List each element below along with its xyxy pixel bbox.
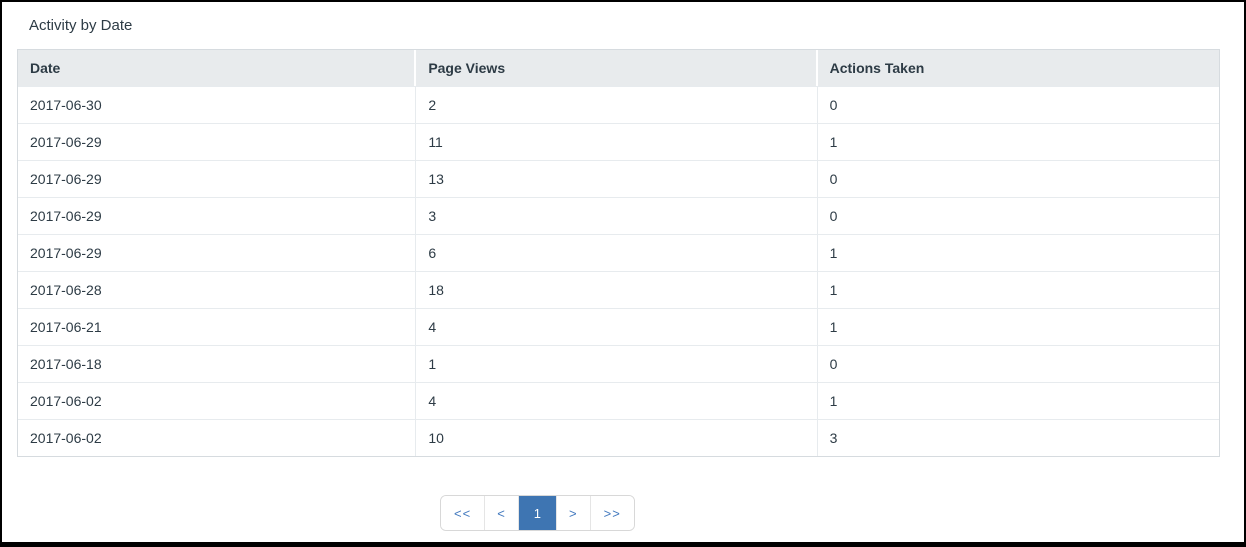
- cell-page-views: 3: [416, 197, 818, 234]
- cell-page-views: 1: [416, 345, 818, 382]
- cell-page-views: 4: [416, 308, 818, 345]
- cell-date: 2017-06-18: [18, 345, 417, 382]
- last-page-button[interactable]: >>: [589, 496, 634, 530]
- cell-page-views: 2: [416, 86, 818, 123]
- cell-date: 2017-06-02: [18, 419, 417, 456]
- cell-page-views: 4: [416, 382, 818, 419]
- table-row: 2017-06-02 4 1: [18, 382, 1219, 419]
- table-row: 2017-06-29 13 0: [18, 160, 1219, 197]
- table-row: 2017-06-29 6 1: [18, 234, 1219, 271]
- activity-table: Date Page Views Actions Taken 2017-06-30…: [18, 50, 1219, 456]
- pagination-container: << < 1 > >>: [440, 495, 1244, 531]
- cell-actions-taken: 1: [817, 382, 1219, 419]
- cell-page-views: 13: [416, 160, 818, 197]
- table-row: 2017-06-30 2 0: [18, 86, 1219, 123]
- pagination: << < 1 > >>: [440, 495, 635, 531]
- cell-date: 2017-06-02: [18, 382, 417, 419]
- cell-page-views: 10: [416, 419, 818, 456]
- next-page-button[interactable]: >: [556, 496, 590, 530]
- cell-date: 2017-06-29: [18, 123, 417, 160]
- cell-actions-taken: 0: [817, 86, 1219, 123]
- cell-actions-taken: 1: [817, 234, 1219, 271]
- cell-actions-taken: 1: [817, 308, 1219, 345]
- page-title: Activity by Date: [29, 17, 133, 34]
- cell-date: 2017-06-29: [18, 160, 417, 197]
- table-row: 2017-06-28 18 1: [18, 271, 1219, 308]
- activity-table-container: Date Page Views Actions Taken 2017-06-30…: [17, 49, 1220, 457]
- cell-date: 2017-06-29: [18, 197, 417, 234]
- table-row: 2017-06-21 4 1: [18, 308, 1219, 345]
- cell-date: 2017-06-29: [18, 234, 417, 271]
- cell-actions-taken: 0: [817, 160, 1219, 197]
- table-row: 2017-06-29 11 1: [18, 123, 1219, 160]
- cell-page-views: 6: [416, 234, 818, 271]
- column-header-page-views: Page Views: [416, 50, 818, 86]
- table-row: 2017-06-29 3 0: [18, 197, 1219, 234]
- header-row: Date Page Views Actions Taken: [18, 50, 1219, 86]
- cell-page-views: 11: [416, 123, 818, 160]
- cell-actions-taken: 3: [817, 419, 1219, 456]
- previous-page-button[interactable]: <: [484, 496, 518, 530]
- column-header-actions-taken: Actions Taken: [817, 50, 1219, 86]
- cell-date: 2017-06-28: [18, 271, 417, 308]
- cell-page-views: 18: [416, 271, 818, 308]
- cell-date: 2017-06-21: [18, 308, 417, 345]
- cell-actions-taken: 1: [817, 123, 1219, 160]
- table-row: 2017-06-18 1 0: [18, 345, 1219, 382]
- cell-date: 2017-06-30: [18, 86, 417, 123]
- column-header-date: Date: [18, 50, 417, 86]
- table-row: 2017-06-02 10 3: [18, 419, 1219, 456]
- cell-actions-taken: 1: [817, 271, 1219, 308]
- cell-actions-taken: 0: [817, 197, 1219, 234]
- first-page-button[interactable]: <<: [441, 496, 485, 530]
- current-page-button[interactable]: 1: [517, 496, 557, 530]
- cell-actions-taken: 0: [817, 345, 1219, 382]
